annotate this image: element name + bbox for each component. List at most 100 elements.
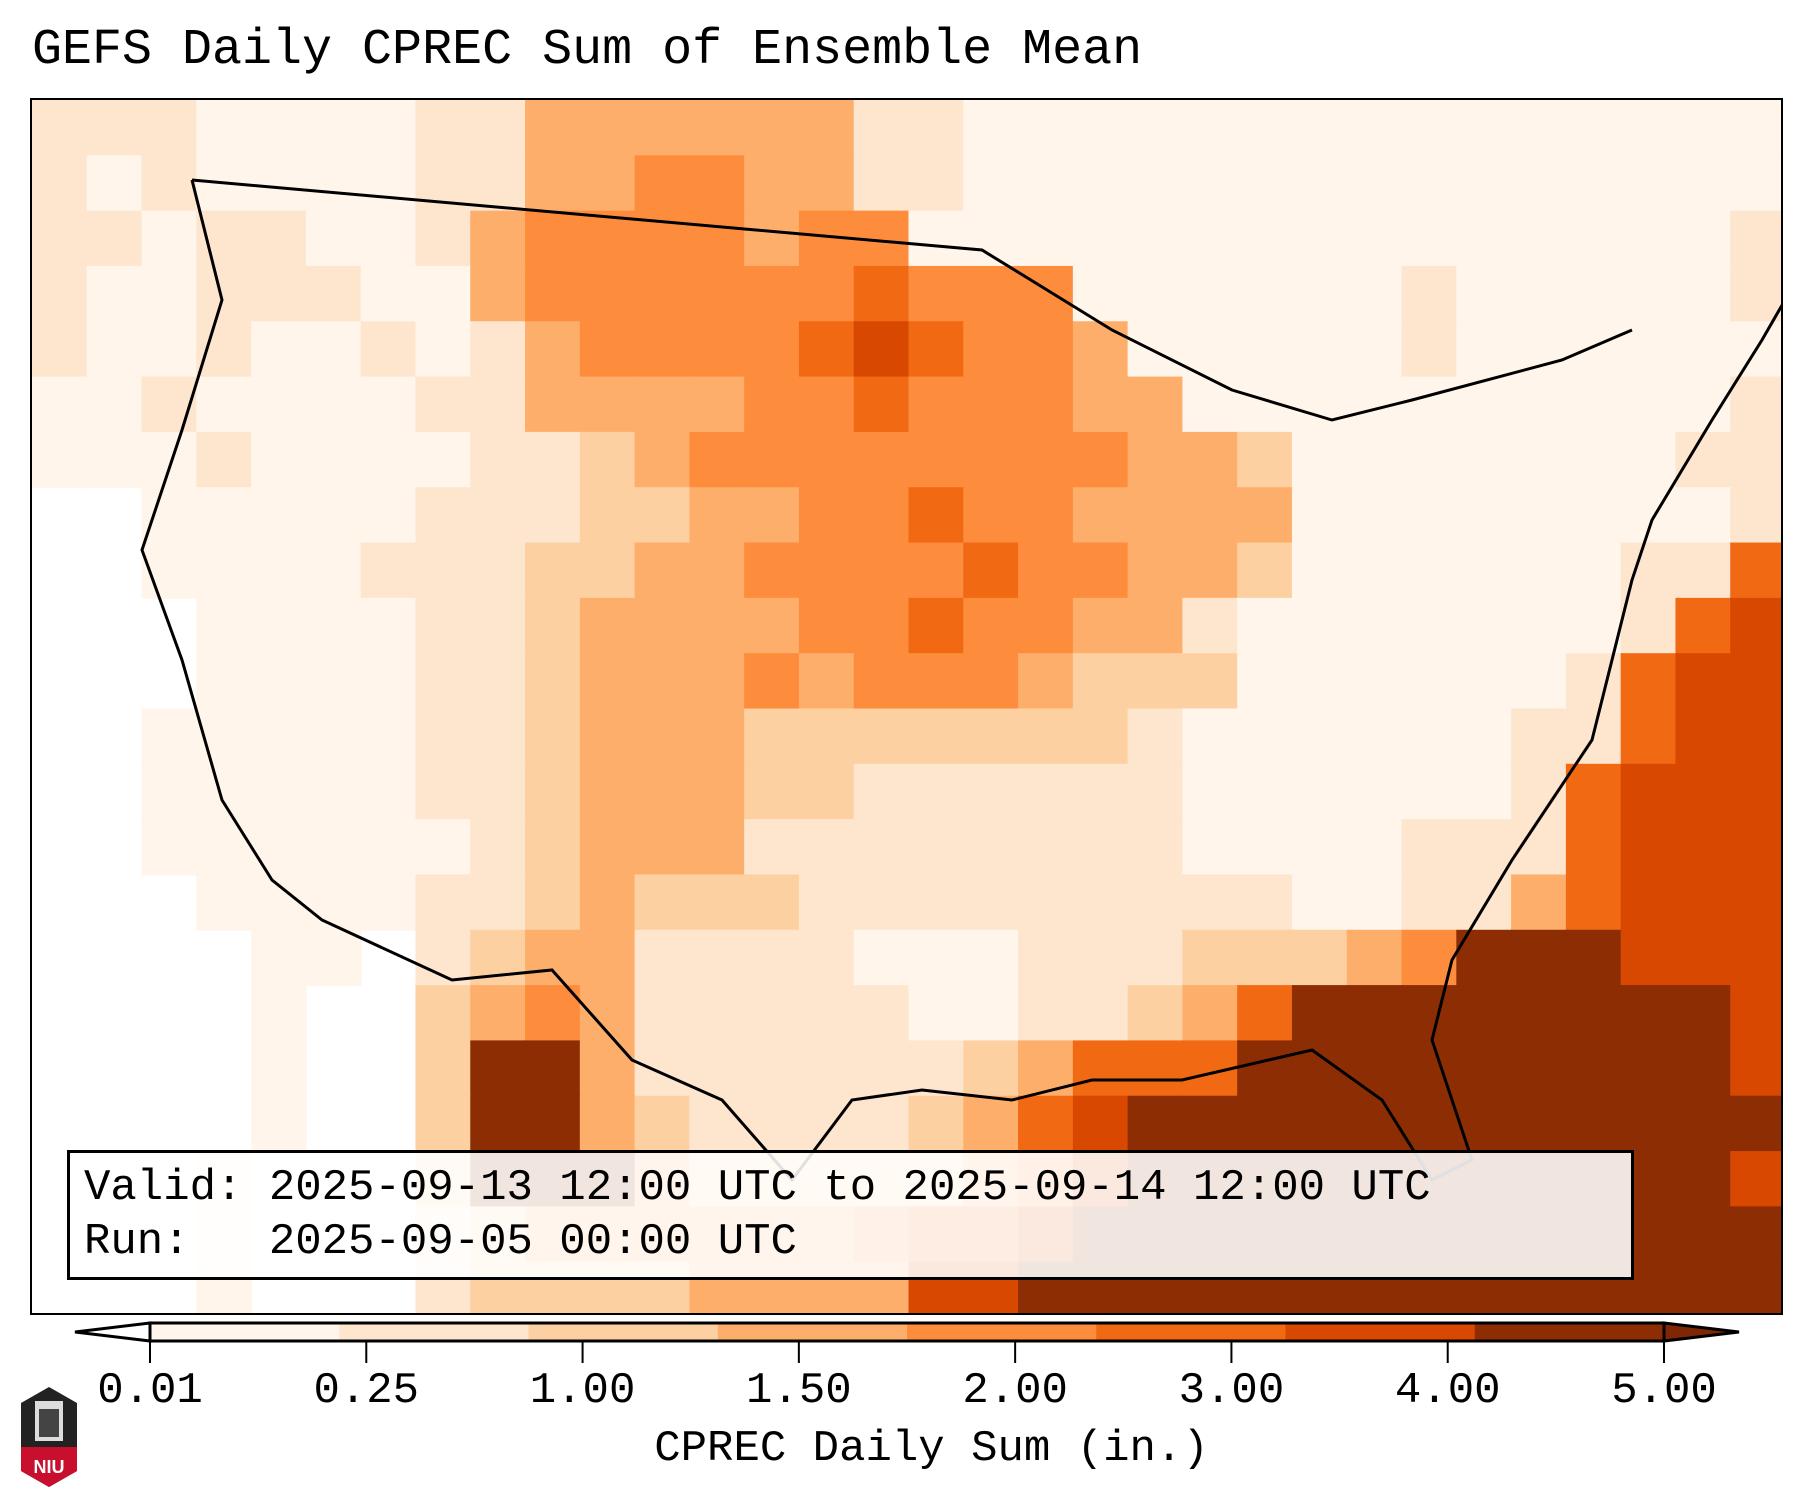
precip-cell bbox=[798, 321, 855, 378]
precip-cell bbox=[579, 708, 636, 765]
precip-cell bbox=[1730, 1206, 1781, 1263]
precip-cell bbox=[689, 708, 746, 765]
precip-cell bbox=[634, 487, 691, 544]
precip-cell bbox=[963, 431, 1020, 489]
precip-cell bbox=[1237, 653, 1293, 710]
precip-cell bbox=[1072, 265, 1129, 323]
precip-cell bbox=[579, 210, 636, 267]
precip-cell bbox=[1675, 542, 1732, 599]
precip-cell bbox=[525, 874, 581, 931]
precip-cell bbox=[1182, 874, 1239, 931]
precip-cell bbox=[853, 376, 910, 433]
precip-cell bbox=[1182, 210, 1239, 267]
precip-cell bbox=[853, 155, 910, 212]
precip-cell bbox=[744, 763, 800, 821]
precip-cell bbox=[634, 376, 691, 433]
precip-cell bbox=[744, 597, 800, 655]
colorbar-tick-label: 4.00 bbox=[1394, 1366, 1501, 1416]
precip-cell bbox=[1456, 597, 1513, 655]
precip-cell bbox=[963, 542, 1020, 599]
precip-cell bbox=[1565, 100, 1622, 157]
precip-cell bbox=[1127, 985, 1184, 1042]
precip-cell bbox=[470, 265, 527, 323]
precip-cell bbox=[415, 1095, 472, 1153]
precip-cell bbox=[1401, 542, 1458, 599]
precip-cell bbox=[798, 874, 855, 931]
valid-time: 2025-09-13 12:00 UTC to 2025-09-14 12:00… bbox=[268, 1163, 1431, 1213]
precip-cell bbox=[634, 708, 691, 765]
precip-cell bbox=[525, 210, 581, 267]
colorbar-tick-label: 3.00 bbox=[1178, 1366, 1285, 1416]
precip-cell bbox=[689, 487, 746, 544]
precip-cell bbox=[908, 1040, 965, 1097]
precip-cell bbox=[360, 431, 417, 489]
precip-cell bbox=[196, 597, 253, 655]
precip-cell bbox=[744, 265, 800, 323]
precip-cell bbox=[908, 210, 965, 267]
precip-cell bbox=[305, 708, 362, 765]
precip-cell bbox=[1401, 597, 1458, 655]
precip-cell bbox=[1346, 708, 1403, 765]
precip-cell bbox=[1565, 210, 1622, 267]
precip-cell bbox=[525, 597, 581, 655]
precip-cell bbox=[634, 1095, 691, 1153]
precip-cell bbox=[689, 100, 746, 157]
precip-cell bbox=[1565, 985, 1622, 1042]
precip-cell bbox=[908, 763, 965, 821]
precip-cell bbox=[853, 708, 910, 765]
precip-cell bbox=[1620, 708, 1677, 765]
precip-cell bbox=[1127, 1095, 1184, 1153]
precip-cell bbox=[798, 985, 855, 1042]
precip-cell bbox=[1291, 321, 1348, 378]
precip-cell bbox=[1018, 819, 1074, 876]
precip-cell bbox=[1291, 763, 1348, 821]
precip-cell bbox=[689, 376, 746, 433]
precip-cell bbox=[1620, 929, 1677, 987]
precip-cell bbox=[1237, 100, 1293, 157]
precip-cell bbox=[1620, 210, 1677, 267]
precip-cell bbox=[1511, 874, 1567, 931]
precip-cell bbox=[1072, 929, 1129, 987]
precip-cell bbox=[1675, 155, 1732, 212]
precip-cell bbox=[1401, 210, 1458, 267]
precip-cell bbox=[1182, 376, 1239, 433]
precip-cell bbox=[1620, 100, 1677, 157]
precip-cell bbox=[1072, 985, 1129, 1042]
precip-cell bbox=[1291, 597, 1348, 655]
precip-cell bbox=[689, 929, 746, 987]
precip-cell bbox=[1730, 1095, 1781, 1153]
precip-cell bbox=[1620, 597, 1677, 655]
precip-cell bbox=[634, 100, 691, 157]
precip-cell bbox=[141, 487, 198, 544]
precip-cell bbox=[908, 542, 965, 599]
precip-cell bbox=[141, 321, 198, 378]
precip-cell bbox=[305, 653, 362, 710]
precip-cell bbox=[1018, 100, 1074, 157]
precip-cell bbox=[1620, 376, 1677, 433]
precip-cell bbox=[86, 265, 143, 323]
precip-cell bbox=[1511, 542, 1567, 599]
precip-cell bbox=[360, 763, 417, 821]
precip-cell bbox=[579, 431, 636, 489]
precip-cell bbox=[1072, 376, 1129, 433]
precip-cell bbox=[1730, 929, 1781, 987]
precip-cell bbox=[1127, 653, 1184, 710]
precip-cell bbox=[1346, 819, 1403, 876]
precip-cell bbox=[1182, 763, 1239, 821]
precip-cell bbox=[1675, 210, 1732, 267]
precip-cell bbox=[196, 431, 253, 489]
precip-cell bbox=[251, 487, 307, 544]
precip-cell bbox=[963, 100, 1020, 157]
precip-cell bbox=[525, 155, 581, 212]
precip-cell bbox=[1456, 155, 1513, 212]
precip-cell bbox=[525, 763, 581, 821]
precip-cell bbox=[1730, 1040, 1781, 1097]
precip-cell bbox=[1730, 1261, 1781, 1313]
precip-cell bbox=[1675, 819, 1732, 876]
precip-cell bbox=[963, 597, 1020, 655]
precip-cell bbox=[1401, 819, 1458, 876]
precip-cell bbox=[579, 542, 636, 599]
colorbar-segment bbox=[1474, 1323, 1665, 1341]
precip-cell bbox=[1072, 100, 1129, 157]
precip-cell bbox=[251, 653, 307, 710]
